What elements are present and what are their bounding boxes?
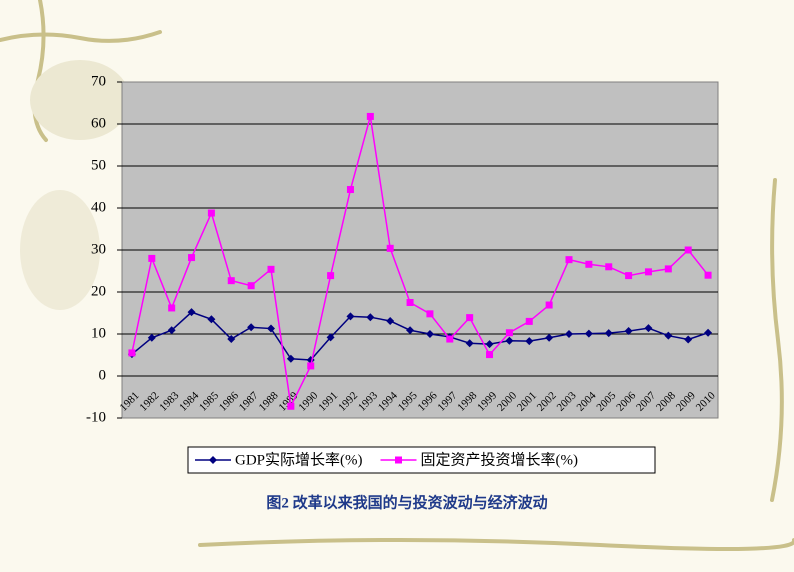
point xyxy=(704,328,713,337)
y-tick-label: 40 xyxy=(91,199,106,215)
point xyxy=(366,313,375,322)
point xyxy=(545,301,553,309)
vine xyxy=(0,30,162,43)
y-tick-label: 60 xyxy=(91,115,106,131)
point xyxy=(505,329,513,337)
point xyxy=(625,272,633,280)
point xyxy=(545,333,554,342)
point xyxy=(327,272,335,280)
point xyxy=(644,268,652,276)
y-tick-label: 50 xyxy=(91,157,106,173)
legend-label: GDP实际增长率(%) xyxy=(235,451,363,468)
point xyxy=(664,331,673,340)
point xyxy=(307,362,315,370)
point xyxy=(168,304,176,312)
point xyxy=(128,349,136,357)
point xyxy=(604,329,613,338)
y-tick-label: 10 xyxy=(91,325,106,341)
point xyxy=(267,265,275,273)
point xyxy=(466,314,474,322)
point xyxy=(684,246,692,254)
point xyxy=(446,335,454,343)
point xyxy=(346,186,354,194)
point xyxy=(148,254,156,262)
point xyxy=(326,333,335,342)
point xyxy=(426,310,434,318)
y-tick-label: 30 xyxy=(91,241,106,257)
point xyxy=(704,271,712,279)
point xyxy=(605,263,613,271)
point xyxy=(585,260,593,268)
point xyxy=(505,336,514,345)
y-tick-label: 20 xyxy=(91,283,106,299)
point xyxy=(664,265,672,273)
point xyxy=(624,327,633,336)
point xyxy=(227,277,235,285)
y-tick-label: 70 xyxy=(91,73,106,89)
point xyxy=(406,299,414,306)
point xyxy=(565,256,573,264)
vine xyxy=(770,178,784,502)
vine xyxy=(198,538,794,551)
point xyxy=(366,112,374,120)
point xyxy=(267,324,275,333)
point xyxy=(247,282,255,290)
point xyxy=(386,316,395,325)
legend-label: 固定资产投资增长率(%) xyxy=(421,451,579,468)
point xyxy=(485,340,494,349)
point xyxy=(386,244,394,252)
point xyxy=(187,308,196,317)
y-tick-label: -10 xyxy=(86,409,106,425)
point xyxy=(207,315,216,324)
chart-title: 图2 改革以来我国的与投资波动与经济波动 xyxy=(266,493,547,511)
legend xyxy=(187,446,656,474)
point xyxy=(247,323,256,332)
point xyxy=(425,330,434,338)
point xyxy=(207,209,215,217)
legend-marker xyxy=(395,456,402,464)
leaf xyxy=(20,190,100,310)
leaf xyxy=(30,60,130,140)
point xyxy=(188,254,196,262)
point xyxy=(565,330,573,338)
point xyxy=(584,329,593,338)
point xyxy=(286,354,295,363)
decoration xyxy=(0,0,794,551)
point xyxy=(147,333,156,342)
point xyxy=(525,337,534,346)
point xyxy=(486,351,494,359)
legend-marker xyxy=(209,456,217,464)
point xyxy=(346,312,355,321)
point xyxy=(465,339,474,348)
y-tick-label: 0 xyxy=(99,367,107,383)
point xyxy=(287,402,295,410)
point xyxy=(684,335,693,344)
point xyxy=(227,335,236,344)
point xyxy=(644,324,653,333)
point xyxy=(525,317,533,325)
point xyxy=(406,326,415,335)
point xyxy=(167,326,176,335)
